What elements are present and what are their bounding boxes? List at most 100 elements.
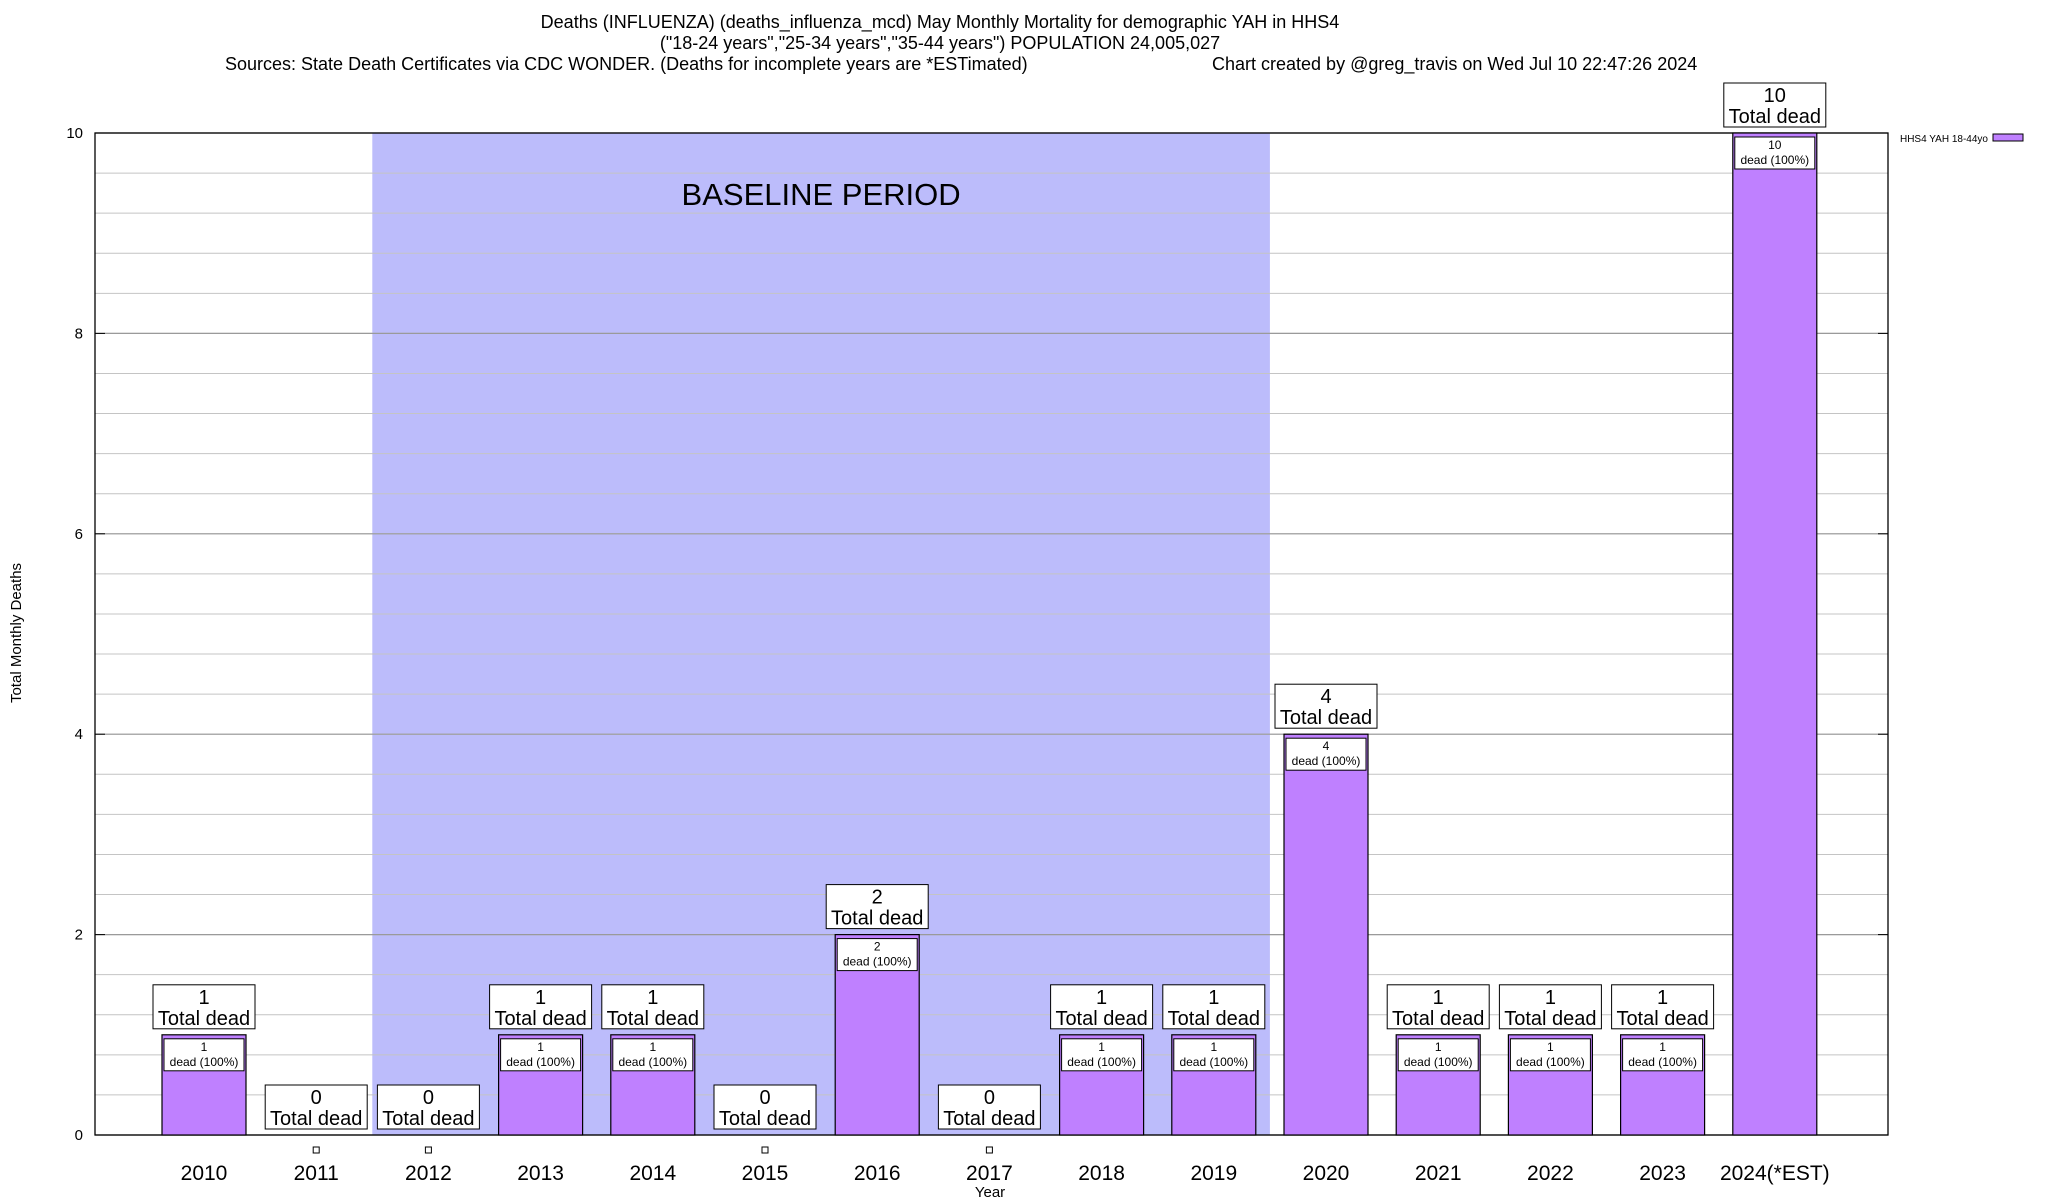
- total-label: Total dead: [1504, 1008, 1596, 1030]
- bar-inner-value: 1: [649, 1040, 656, 1054]
- x-tick-label: 2013: [517, 1162, 564, 1185]
- bar-inner-label: dead (100%): [170, 1055, 239, 1069]
- bar-inner-label: dead (100%): [1516, 1055, 1585, 1069]
- y-axis-title: Total Monthly Deaths: [8, 563, 25, 703]
- total-label: Total dead: [1392, 1008, 1484, 1030]
- total-label: Total dead: [270, 1108, 362, 1130]
- total-label: Total dead: [158, 1008, 250, 1030]
- total-value: 1: [1657, 987, 1668, 1009]
- bar-inner-label-box: [500, 1038, 582, 1072]
- x-tick-label: 2021: [1415, 1162, 1462, 1185]
- bar: [1283, 733, 1369, 1136]
- y-tick-label: 8: [75, 325, 83, 342]
- total-label: Total dead: [494, 1008, 586, 1030]
- bar-inner-value: 2: [874, 940, 881, 954]
- bar-inner-label-box: [1061, 1038, 1143, 1072]
- y-tick-label: 10: [66, 125, 83, 142]
- baseline-period-band: [372, 133, 1270, 1135]
- legend-label: HHS4 YAH 18-44yo: [1900, 134, 1988, 145]
- baseline-label: BASELINE PERIOD: [682, 177, 961, 212]
- zero-marker: [761, 1146, 769, 1154]
- total-label: Total dead: [382, 1108, 474, 1130]
- total-label-box: [601, 984, 705, 1030]
- total-label-box: [1050, 984, 1154, 1030]
- x-tick-label: 2019: [1190, 1162, 1237, 1185]
- x-tick-label: 2012: [405, 1162, 452, 1185]
- chart-title-line-2: ("18-24 years","25-34 years","35-44 year…: [659, 33, 1221, 53]
- total-value: 1: [647, 987, 658, 1009]
- chart-title-line-1: Deaths (INFLUENZA) (deaths_influenza_mcd…: [540, 12, 1340, 32]
- x-tick-label: 2022: [1527, 1162, 1574, 1185]
- total-label: Total dead: [1616, 1008, 1708, 1030]
- bar-inner-label: dead (100%): [1628, 1055, 1697, 1069]
- total-label: Total dead: [719, 1108, 811, 1130]
- bar-inner-label: dead (100%): [1740, 153, 1809, 167]
- total-label: Total dead: [1168, 1008, 1260, 1030]
- x-tick-label: 2018: [1078, 1162, 1125, 1185]
- total-value: 0: [311, 1087, 322, 1109]
- bar-inner-label: dead (100%): [1404, 1055, 1473, 1069]
- total-value: 1: [198, 987, 209, 1009]
- total-label-box: [937, 1084, 1041, 1130]
- total-value: 1: [1545, 987, 1556, 1009]
- total-label-box: [1274, 683, 1378, 729]
- bar-inner-label-box: [836, 938, 918, 972]
- bar-inner-label-box: [1397, 1038, 1479, 1072]
- bar: [1732, 132, 1818, 1136]
- total-value: 1: [535, 987, 546, 1009]
- chart-sources: Sources: State Death Certificates via CD…: [225, 54, 1028, 74]
- x-tick-label: 2016: [854, 1162, 901, 1185]
- total-value: 1: [1208, 987, 1219, 1009]
- bar-inner-label-box: [1622, 1038, 1704, 1072]
- total-label-box: [376, 1084, 480, 1130]
- x-tick-label: 2017: [966, 1162, 1013, 1185]
- total-label: Total dead: [1729, 106, 1821, 128]
- bar-inner-label: dead (100%): [843, 955, 912, 969]
- x-tick-label: 2014: [629, 1162, 676, 1185]
- total-value: 2: [872, 887, 883, 909]
- total-label-box: [1162, 984, 1266, 1030]
- x-tick-label: 2011: [294, 1162, 339, 1185]
- bar-inner-value: 1: [1098, 1040, 1105, 1054]
- total-label-box: [264, 1084, 368, 1130]
- y-tick-label: 0: [75, 1127, 83, 1144]
- bar-inner-label: dead (100%): [1067, 1055, 1136, 1069]
- bar-inner-value: 4: [1323, 739, 1330, 753]
- bar-inner-label-box: [1285, 737, 1367, 771]
- bar-inner-value: 1: [201, 1040, 208, 1054]
- x-tick-label: 2020: [1303, 1162, 1350, 1185]
- bar-inner-label: dead (100%): [506, 1055, 575, 1069]
- total-label: Total dead: [1280, 707, 1372, 729]
- total-label-box: [825, 884, 929, 930]
- total-label-box: [152, 984, 256, 1030]
- zero-marker: [424, 1146, 432, 1154]
- bar-inner-label: dead (100%): [618, 1055, 687, 1069]
- total-label-box: [1498, 984, 1602, 1030]
- total-label-box: [713, 1084, 817, 1130]
- total-value: 0: [984, 1087, 995, 1109]
- x-tick-label: 2010: [181, 1162, 228, 1185]
- total-label-box: [1723, 82, 1827, 128]
- y-tick-label: 4: [75, 726, 83, 743]
- total-value: 10: [1764, 85, 1786, 107]
- total-value: 0: [759, 1087, 770, 1109]
- total-label: Total dead: [1055, 1008, 1147, 1030]
- chart-credit: Chart created by @greg_travis on Wed Jul…: [1212, 54, 1698, 74]
- x-tick-label: 2015: [742, 1162, 789, 1185]
- total-label: Total dead: [943, 1108, 1035, 1130]
- bar-inner-label-box: [1509, 1038, 1591, 1072]
- bar-inner-value: 1: [1659, 1040, 1666, 1054]
- bar-inner-label: dead (100%): [1179, 1055, 1248, 1069]
- x-axis-title: Year: [975, 1184, 1005, 1200]
- bar-inner-value: 1: [1435, 1040, 1442, 1054]
- total-label-box: [1386, 984, 1490, 1030]
- total-value: 1: [1433, 987, 1444, 1009]
- zero-marker: [312, 1146, 320, 1154]
- y-tick-label: 2: [75, 927, 83, 944]
- total-label-box: [1611, 984, 1715, 1030]
- total-label: Total dead: [831, 908, 923, 930]
- bar-inner-value: 1: [1210, 1040, 1217, 1054]
- bar-inner-label-box: [612, 1038, 694, 1072]
- bar-inner-label: dead (100%): [1292, 754, 1361, 768]
